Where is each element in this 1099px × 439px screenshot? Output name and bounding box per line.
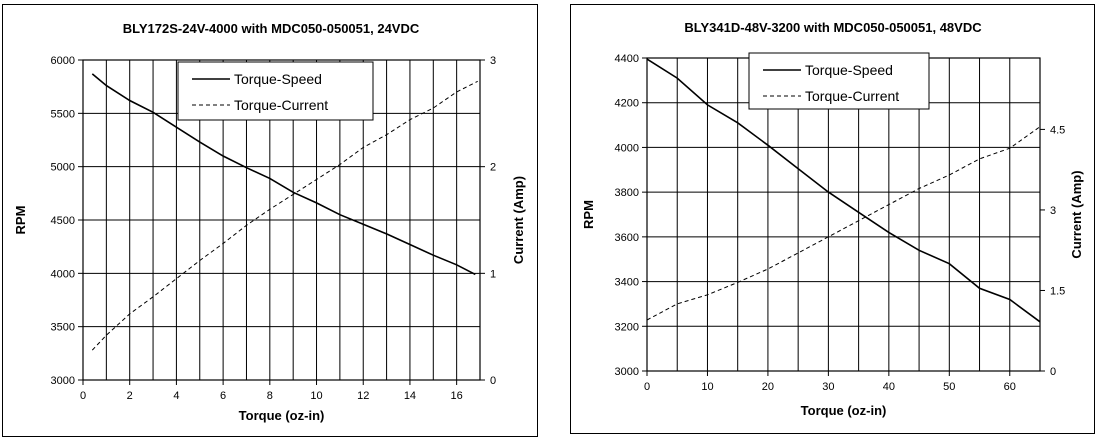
y2-axis-title: Current (Amp) [1069,170,1084,258]
y2-tick-label: 1.5 [1050,285,1065,297]
y-tick-label: 4000 [51,268,75,280]
legend-label: Torque-Current [805,88,899,104]
chart-right: 0 10 20 30 40 50 60300032003400360038004000420… [581,20,1084,418]
y-tick-label: 4400 [615,53,639,65]
grid-lines [647,58,1040,371]
y-tick-label: 3000 [615,366,639,378]
y-tick-label: 3000 [51,375,75,387]
x-tick-label: 2 [127,390,133,402]
chart-title: BLY341D-48V-3200 with MDC050-050051, 48V… [684,20,982,35]
x-tick-label: 14 [404,390,416,402]
y-axis-title: RPM [581,200,596,229]
x-tick-label: 30 [822,381,834,393]
y2-tick-label: 3 [1050,205,1056,217]
y-tick-label: 5000 [51,162,75,174]
x-tick-label: 16 [451,390,463,402]
y-tick-label: 3400 [615,277,639,289]
chart-left: 0 2 4 6 8 10 12 14 16300035004000450050005500600… [13,21,526,423]
x-tick-label: 6 [220,390,226,402]
y2-tick-label: 0 [490,375,496,387]
series-line-torque-speed [646,58,1041,323]
legend-label: Torque-Speed [234,71,322,87]
y-tick-label: 3600 [615,232,639,244]
x-tick-label: 4 [173,390,179,402]
y-tick-label: 4500 [51,215,75,227]
legend-box [748,52,930,110]
y-tick-label: 5500 [51,108,75,120]
series-line-torque-current [91,80,478,351]
x-tick-label: 10 [701,381,713,393]
x-tick-label: 20 [762,381,774,393]
y2-tick-label: 1 [490,268,496,280]
x-tick-label: 60 [1004,381,1016,393]
legend-box [177,61,374,121]
series-line-torque-current [646,126,1041,321]
x-tick-label: 0 [80,390,86,402]
y2-tick-label: 3 [490,55,496,67]
y2-axis-title: Current (Amp) [511,176,526,264]
y-tick-label: 3800 [615,187,639,199]
y-tick-label: 4000 [615,142,639,154]
x-axis-title: Torque (oz-in) [801,403,887,418]
y-tick-label: 6000 [51,55,75,67]
x-axis-title: Torque (oz-in) [239,408,325,423]
series-line-torque-speed [91,73,476,276]
x-tick-label: 12 [357,390,369,402]
y-tick-label: 3200 [615,321,639,333]
x-tick-label: 50 [943,381,955,393]
chart-panel-right: 0 10 20 30 40 50 60 3000 3200 3400 3600 3800 4000 420… [570,4,1095,434]
x-tick-label: 8 [267,390,273,402]
chart-title: BLY172S-24V-4000 with MDC050-050051, 24V… [123,21,420,36]
x-tick-label: 0 [644,381,650,393]
y-tick-label: 3500 [51,322,75,334]
legend-label: Torque-Speed [805,62,893,78]
x-tick-label: 40 [883,381,895,393]
y2-tick-label: 4.5 [1050,124,1065,136]
x-tick-label: 10 [310,390,322,402]
y-tick-label: 4200 [615,98,639,110]
legend-label: Torque-Current [234,97,328,113]
y2-tick-label: 2 [490,162,496,174]
chart-panel-left: 0 2 4 6 8 10 12 14 16 3000 3500 4000 4500 5000 5500 600… [2,4,538,437]
y-axis-title: RPM [13,206,28,235]
y2-tick-label: 0 [1050,366,1056,378]
